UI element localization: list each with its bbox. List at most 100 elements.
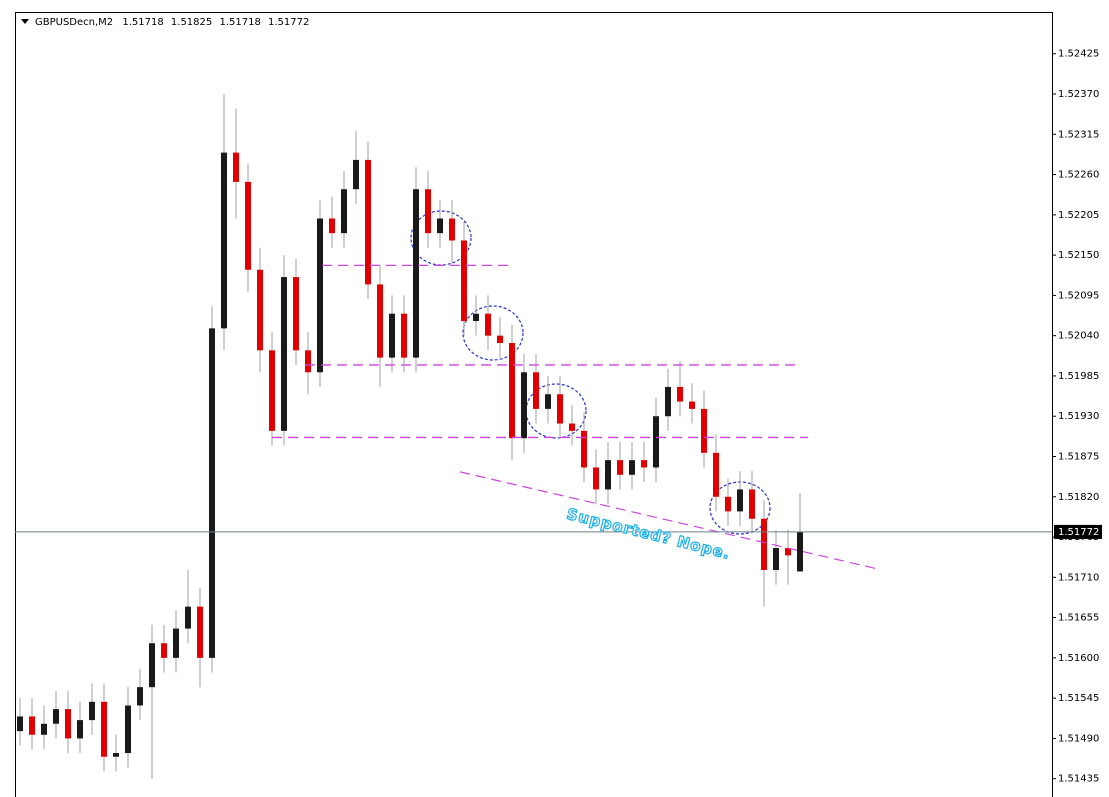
y-tick-label: 1.51490 bbox=[1058, 733, 1099, 744]
current-price-label: 1.51772 bbox=[1058, 527, 1099, 538]
candle-body bbox=[389, 313, 395, 358]
candle-body bbox=[341, 189, 347, 234]
candle-body bbox=[365, 159, 371, 285]
y-tick-label: 1.52040 bbox=[1058, 331, 1099, 342]
candle-body bbox=[245, 181, 251, 270]
candle-body bbox=[605, 460, 611, 490]
candle-body bbox=[41, 723, 47, 735]
y-tick-label: 1.51545 bbox=[1058, 693, 1099, 704]
candle-body bbox=[197, 606, 203, 658]
chart-header: GBPUSDecn,M2 1.51718 1.51825 1.51718 1.5… bbox=[35, 17, 309, 28]
candle-body bbox=[65, 709, 71, 739]
y-tick-label: 1.52425 bbox=[1058, 49, 1099, 60]
circle bbox=[462, 305, 524, 361]
y-tick-label: 1.52150 bbox=[1058, 250, 1099, 261]
candle-body bbox=[113, 753, 119, 757]
y-tick-label: 1.52205 bbox=[1058, 210, 1099, 221]
candle-body bbox=[509, 342, 515, 439]
candle-body bbox=[641, 460, 647, 468]
y-tick-label: 1.51655 bbox=[1058, 613, 1099, 624]
candle-body bbox=[737, 489, 743, 512]
candle-body bbox=[713, 452, 719, 497]
y-tick-label: 1.52370 bbox=[1058, 89, 1099, 100]
trendline bbox=[459, 471, 877, 570]
candle-body bbox=[101, 701, 107, 757]
candle-body bbox=[257, 269, 263, 351]
candle-body bbox=[413, 189, 419, 358]
candle-body bbox=[353, 159, 359, 190]
y-tick-label: 1.52260 bbox=[1058, 170, 1099, 181]
candle-body bbox=[401, 313, 407, 358]
candle-body bbox=[377, 284, 383, 358]
candle-body bbox=[17, 716, 23, 732]
menu-triangle[interactable] bbox=[21, 19, 29, 24]
candle-body bbox=[725, 496, 731, 512]
candle-body bbox=[269, 350, 275, 431]
candle-body bbox=[281, 277, 287, 431]
candle-body bbox=[485, 313, 491, 336]
candle-body bbox=[701, 408, 707, 453]
y-tick-label: 1.51710 bbox=[1058, 572, 1099, 583]
candle-body bbox=[665, 386, 671, 417]
candle-body bbox=[653, 416, 659, 468]
header-high: 1.51825 bbox=[171, 17, 212, 28]
header-low: 1.51718 bbox=[219, 17, 260, 28]
candle-body bbox=[317, 218, 323, 373]
candle-body bbox=[749, 489, 755, 519]
candle-body bbox=[449, 218, 455, 241]
candle-body bbox=[593, 467, 599, 490]
candle-body bbox=[557, 394, 563, 424]
current-price-box bbox=[1054, 524, 1102, 539]
candle-body bbox=[29, 716, 35, 735]
candle-body bbox=[305, 350, 311, 373]
circle bbox=[525, 383, 587, 439]
candle-body bbox=[209, 328, 215, 658]
candle-body bbox=[473, 313, 479, 322]
candle-body bbox=[569, 423, 575, 431]
candle-body bbox=[461, 240, 467, 322]
candle-body bbox=[149, 643, 155, 688]
y-tick-label: 1.52095 bbox=[1058, 290, 1099, 301]
header-open: 1.51718 bbox=[122, 17, 163, 28]
candle-body bbox=[77, 720, 83, 739]
y-tick-label: 1.51600 bbox=[1058, 653, 1099, 664]
candle-body bbox=[89, 701, 95, 721]
symbol: GBPUSDecn,M2 bbox=[35, 17, 113, 28]
y-tick-label: 1.51435 bbox=[1058, 774, 1099, 785]
circle bbox=[410, 210, 472, 266]
candle-body bbox=[689, 401, 695, 409]
candle-body bbox=[617, 460, 623, 475]
candle-body bbox=[161, 643, 167, 658]
candle-body bbox=[53, 709, 59, 724]
candle-body bbox=[773, 548, 779, 570]
candle-body bbox=[329, 218, 335, 234]
candle-body bbox=[785, 548, 791, 556]
y-tick-label: 1.51930 bbox=[1058, 411, 1099, 422]
candle-body bbox=[581, 430, 587, 468]
candle-body bbox=[173, 628, 179, 658]
candle-body bbox=[233, 152, 239, 182]
y-tick-label: 1.51875 bbox=[1058, 451, 1099, 462]
candle-body bbox=[425, 189, 431, 234]
candle-body bbox=[497, 335, 503, 343]
candle-body bbox=[125, 705, 131, 754]
candle-body bbox=[437, 218, 443, 234]
candle-body bbox=[221, 152, 227, 329]
candle-body bbox=[533, 372, 539, 409]
header-close: 1.51772 bbox=[268, 17, 309, 28]
y-tick-label: 1.51820 bbox=[1058, 492, 1099, 503]
candle-body bbox=[629, 460, 635, 475]
y-tick-label: 1.51985 bbox=[1058, 371, 1099, 382]
candle-body bbox=[761, 518, 767, 570]
candle-body bbox=[293, 277, 299, 351]
candle-body bbox=[521, 372, 527, 439]
candle-body bbox=[545, 394, 551, 409]
candle-body bbox=[137, 687, 143, 706]
candle-body bbox=[677, 386, 683, 402]
y-tick-label: 1.52315 bbox=[1058, 129, 1099, 140]
plot-frame bbox=[15, 12, 1053, 797]
candle-body bbox=[797, 531, 803, 572]
candle-body bbox=[185, 606, 191, 629]
